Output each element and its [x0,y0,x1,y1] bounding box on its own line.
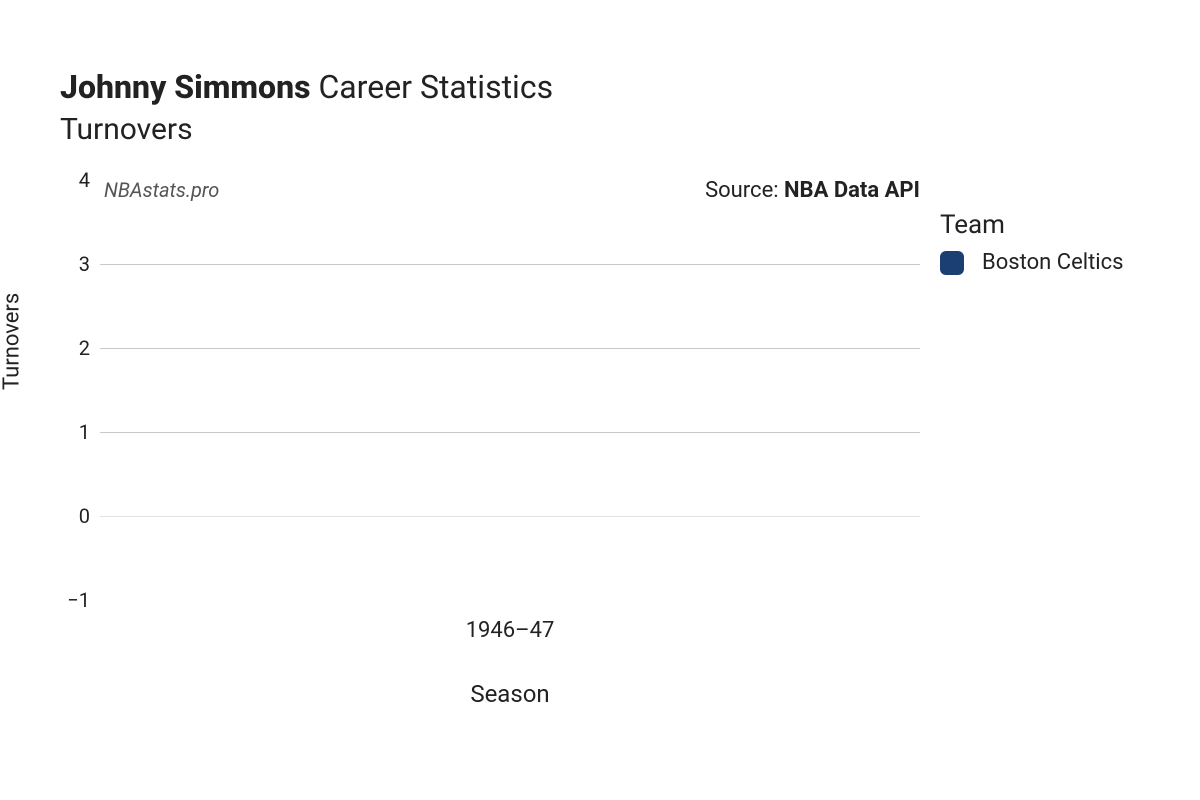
gridline [100,264,920,265]
y-tick-label: 2 [50,336,90,360]
x-axis-label: Season [100,680,920,708]
legend-item-label: Boston Celtics [982,250,1124,275]
source-prefix: Source: [705,178,784,203]
source-name: NBA Data API [784,178,920,203]
y-tick-label: 3 [50,252,90,276]
gridline [100,432,920,433]
gridline [100,516,920,517]
legend: Team Boston Celtics [940,210,1124,275]
gridline [100,348,920,349]
title-suffix: Career Statistics [311,68,554,106]
y-axis-label: Turnovers [0,293,25,390]
chart-container: Johnny Simmons Career Statistics Turnove… [0,0,1200,800]
chart-title: Johnny Simmons Career Statistics [60,68,553,106]
plot-area: −1012341946–47NBAstats.proSource: NBA Da… [100,180,920,600]
player-name: Johnny Simmons [60,68,311,106]
legend-swatch-icon [940,251,964,275]
source-attribution: Source: NBA Data API [705,178,920,203]
y-tick-label: 4 [50,168,90,192]
legend-item: Boston Celtics [940,250,1124,275]
chart-subtitle: Turnovers [60,112,553,147]
y-tick-label: −1 [50,588,90,612]
y-tick-label: 0 [50,504,90,528]
watermark: NBAstats.pro [104,178,219,202]
y-tick-label: 1 [50,420,90,444]
x-tick-label: 1946–47 [450,618,570,643]
legend-title: Team [940,210,1124,240]
title-block: Johnny Simmons Career Statistics Turnove… [60,68,553,147]
